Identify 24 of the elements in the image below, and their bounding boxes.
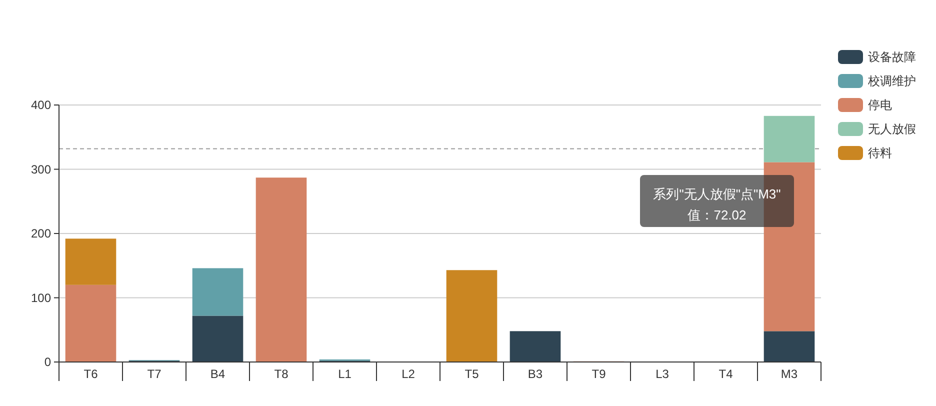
x-tick-label: B3 — [528, 367, 543, 381]
x-tick-label: L3 — [656, 367, 670, 381]
annotation: 值：72.02 — [688, 208, 746, 223]
x-tick-label: T4 — [718, 367, 734, 381]
x-tick-label: T7 — [147, 367, 162, 381]
x-tick-label: T5 — [464, 367, 480, 381]
x-tick-label: L2 — [402, 367, 416, 381]
y-tick-label: 100 — [30, 290, 52, 305]
y-tick-label: 0 — [44, 355, 52, 370]
x-tick-label: M3 — [780, 367, 798, 381]
legend-label: 校调维护 — [867, 74, 916, 88]
legend-label: 停电 — [868, 98, 892, 112]
x-tick-label: T9 — [592, 367, 606, 381]
y-tick-label: 200 — [30, 226, 52, 241]
y-tick-label: 300 — [30, 162, 52, 176]
legend-label: 无人放假 — [868, 122, 916, 136]
x-tick-label: L1 — [338, 367, 352, 381]
x-tick-label: T6 — [84, 367, 98, 381]
y-tick-label: 400 — [30, 98, 52, 112]
x-tick-label: B4 — [210, 367, 226, 381]
legend-label: 待料 — [868, 146, 892, 160]
annotation: 系列"无人放假"点"M3" — [653, 186, 782, 202]
legend-label: 设备故障 — [868, 50, 916, 64]
x-tick-label: T8 — [274, 367, 289, 381]
